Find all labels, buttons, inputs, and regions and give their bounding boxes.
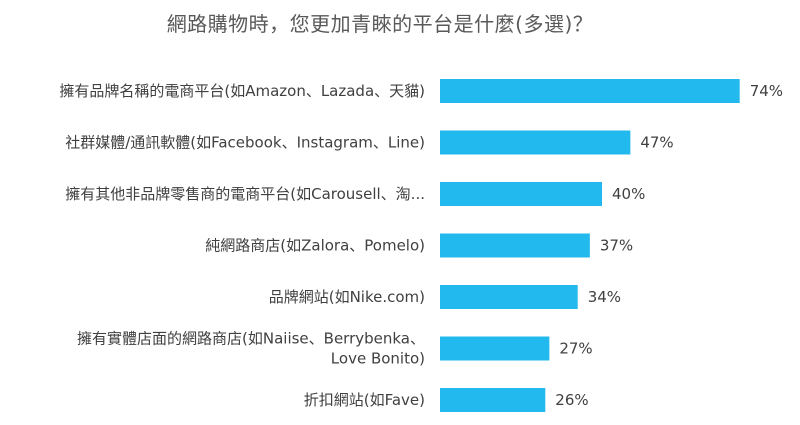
category-label-line: 品牌網站(如Nike.com) [269, 288, 425, 306]
category-label: 擁有品牌名稱的電商平台(如Amazon、Lazada、天貓) [59, 82, 425, 100]
data-label: 26% [555, 391, 588, 409]
category-label-line: 擁有品牌名稱的電商平台(如Amazon、Lazada、天貓) [59, 82, 425, 100]
data-label: 27% [559, 340, 592, 358]
category-label-line: 擁有實體店面的網路商店(如Naiise、Berrybenka、 [77, 330, 425, 348]
data-label: 40% [612, 185, 645, 203]
category-label: 社群媒體/通訊軟體(如Facebook、Instagram、Line) [65, 134, 425, 152]
category-label: 擁有實體店面的網路商店(如Naiise、Berrybenka、 Love Boni… [77, 330, 425, 368]
category-label: 擁有其他非品牌零售商的電商平台(如Carousell、淘... [65, 185, 425, 203]
bar [440, 336, 550, 361]
chart-title: 網路購物時，您更加青睞的平台是什麼(多選)？ [166, 12, 594, 36]
category-label-line: 折扣網站(如Fave) [304, 391, 425, 409]
bar [440, 388, 546, 412]
category-label-line: 社群媒體/通訊軟體(如Facebook、Instagram、Line) [65, 134, 425, 152]
bar [440, 233, 590, 258]
category-label-line: Love Bonito) [331, 350, 425, 368]
category-label: 純網路商店(如Zalora、Pomelo) [205, 237, 425, 255]
category-label-line: 擁有其他非品牌零售商的電商平台(如Carousell、淘... [65, 185, 425, 203]
data-label: 34% [588, 288, 621, 306]
bar [440, 79, 740, 103]
data-label: 47% [640, 134, 673, 152]
category-label-line: 純網路商店(如Zalora、Pomelo) [205, 237, 425, 255]
category-label: 折扣網站(如Fave) [304, 391, 425, 409]
data-label: 74% [750, 82, 783, 100]
bar [440, 285, 578, 309]
category-label: 品牌網站(如Nike.com) [269, 288, 425, 306]
bar [440, 182, 602, 206]
data-label: 37% [600, 237, 633, 255]
bar [440, 130, 631, 155]
